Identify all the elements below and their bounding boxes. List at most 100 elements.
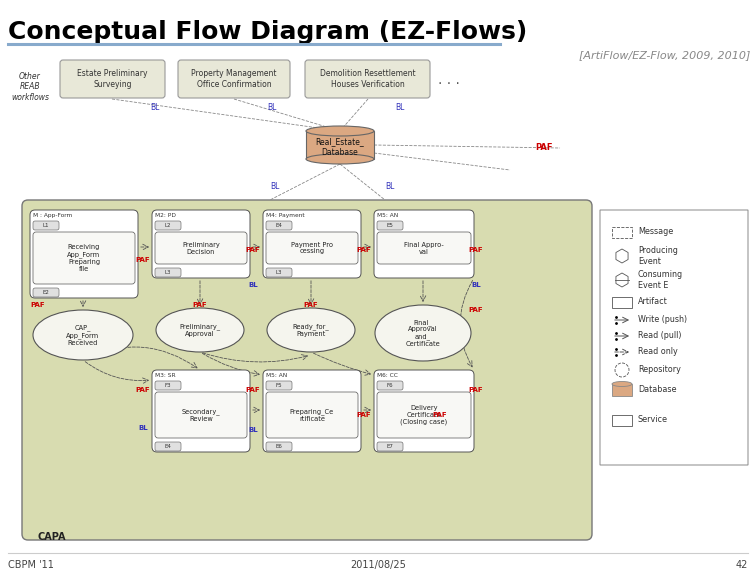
Text: Write (push): Write (push) [638,316,687,324]
Text: Preliminary_
Approval: Preliminary_ Approval [179,323,221,337]
Text: Preliminary
Decision: Preliminary Decision [182,241,220,255]
FancyBboxPatch shape [30,210,138,298]
FancyBboxPatch shape [266,442,292,451]
Ellipse shape [375,305,471,361]
Text: F6: F6 [386,383,393,388]
FancyBboxPatch shape [263,210,361,278]
Text: PAF: PAF [30,302,45,308]
Bar [612,384,632,396]
Text: BL: BL [248,427,258,433]
Text: Final_
Approval
and_
Certificate: Final_ Approval and_ Certificate [406,319,441,347]
Text: Database: Database [638,385,677,395]
FancyBboxPatch shape [152,370,250,452]
FancyBboxPatch shape [155,221,181,230]
Text: E2: E2 [42,290,49,295]
Text: Final Appro-
val: Final Appro- val [404,241,444,255]
Text: CAPA: CAPA [38,532,67,542]
Text: PAF: PAF [357,247,371,253]
Ellipse shape [156,308,244,352]
FancyBboxPatch shape [266,268,292,277]
FancyBboxPatch shape [155,381,181,390]
Text: M5: AN: M5: AN [377,213,398,218]
Text: Receiving
App_Form
Preparing
file: Receiving App_Form Preparing file [67,244,101,272]
Text: Ready_for_
Payment: Ready_for_ Payment [293,323,330,337]
FancyBboxPatch shape [374,370,474,452]
Text: Secondary_
Review: Secondary_ Review [181,408,220,422]
FancyBboxPatch shape [377,442,403,451]
Ellipse shape [306,126,374,136]
FancyBboxPatch shape [266,392,358,438]
FancyBboxPatch shape [377,392,471,438]
Text: BL: BL [395,103,404,112]
Text: PAF: PAF [469,387,483,393]
Ellipse shape [306,154,374,164]
Text: PAF: PAF [246,247,260,253]
Bar [612,227,632,238]
FancyBboxPatch shape [266,232,358,264]
Text: [ArtiFlow/EZ-Flow, 2009, 2010]: [ArtiFlow/EZ-Flow, 2009, 2010] [578,50,750,60]
Text: PAF: PAF [535,143,553,153]
Text: Read only: Read only [638,347,677,357]
Text: Read (pull): Read (pull) [638,332,681,340]
Text: BL: BL [386,182,395,191]
FancyBboxPatch shape [33,221,59,230]
Text: Producing
Event: Producing Event [638,247,678,266]
Text: PAF: PAF [432,412,448,418]
Text: F5: F5 [276,383,282,388]
FancyBboxPatch shape [377,381,403,390]
Text: 42: 42 [736,560,748,570]
FancyBboxPatch shape [377,221,403,230]
FancyBboxPatch shape [155,232,247,264]
Text: Real_Estate_
Database: Real_Estate_ Database [315,137,364,157]
FancyBboxPatch shape [266,381,292,390]
Text: E7: E7 [386,444,393,449]
Text: Payment Pro
cessing: Payment Pro cessing [291,241,333,255]
FancyBboxPatch shape [266,221,292,230]
Text: Artifact: Artifact [638,297,668,306]
Text: BL: BL [150,103,160,112]
FancyBboxPatch shape [33,232,135,284]
FancyBboxPatch shape [155,268,181,277]
Text: BL: BL [271,182,280,191]
Ellipse shape [267,308,355,352]
FancyBboxPatch shape [152,210,250,278]
Text: E5: E5 [386,223,393,228]
Bar [612,297,632,308]
Text: E6: E6 [276,444,283,449]
Ellipse shape [612,381,632,386]
Text: PAF: PAF [304,302,318,308]
Text: L2: L2 [165,223,172,228]
FancyBboxPatch shape [33,288,59,297]
Text: Repository: Repository [638,366,681,374]
Bar [306,131,374,159]
Text: L1: L1 [43,223,49,228]
Text: Other
REAB
workflows: Other REAB workflows [11,72,49,102]
Bar [612,415,632,426]
Text: BL: BL [138,425,148,431]
Text: PAF: PAF [357,412,371,418]
Text: BL: BL [471,282,481,288]
Text: Demolition Resettlement
Houses Verification: Demolition Resettlement Houses Verificat… [320,69,415,89]
Text: L3: L3 [276,270,282,275]
Text: Consuming
Event E: Consuming Event E [638,270,683,290]
Text: PAF: PAF [469,247,483,253]
Text: E4: E4 [165,444,172,449]
Text: Service: Service [638,415,668,425]
Text: PAF: PAF [193,302,207,308]
FancyBboxPatch shape [377,232,471,264]
Text: Estate Preliminary
Surveying: Estate Preliminary Surveying [77,69,147,89]
Text: Message: Message [638,228,674,237]
FancyBboxPatch shape [155,392,247,438]
Text: BL: BL [248,282,258,288]
FancyBboxPatch shape [178,60,290,98]
FancyBboxPatch shape [374,210,474,278]
FancyBboxPatch shape [60,60,165,98]
Text: CBPM '11: CBPM '11 [8,560,54,570]
Text: M3: SR: M3: SR [155,373,175,378]
Text: L3: L3 [165,270,172,275]
Text: Delivery
Certificate
(Closing case): Delivery Certificate (Closing case) [401,405,448,425]
Text: M6: CC: M6: CC [377,373,398,378]
Text: Property Management
Office Confirmation: Property Management Office Confirmation [191,69,277,89]
Text: F3: F3 [165,383,172,388]
Text: PAF: PAF [469,307,483,313]
